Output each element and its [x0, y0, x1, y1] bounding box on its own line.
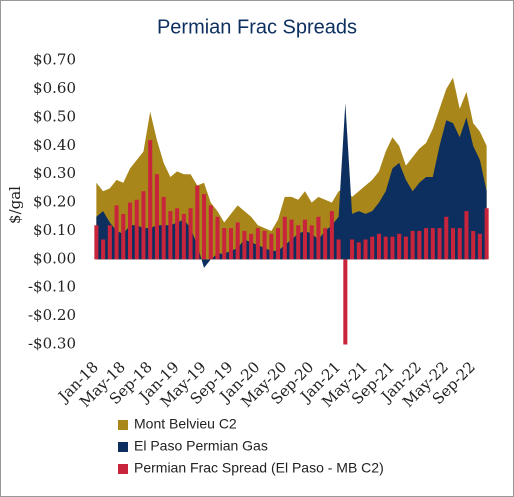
bar [316, 216, 321, 260]
bar [370, 236, 375, 260]
bar [276, 228, 281, 260]
legend-swatch [118, 442, 128, 452]
legend-swatch [118, 420, 128, 430]
bar [249, 233, 254, 260]
bar [477, 233, 482, 260]
bar [121, 213, 126, 260]
bar [302, 219, 307, 260]
chart-title: Permian Frac Spreads [157, 16, 357, 38]
bar [222, 228, 227, 260]
bar [296, 225, 301, 260]
bar [282, 216, 287, 260]
bar [329, 211, 334, 260]
bar [376, 233, 381, 260]
bar [141, 191, 146, 260]
bar [309, 225, 314, 260]
bar [262, 230, 267, 260]
bar [410, 230, 415, 260]
y-tick-label: $0.40 [33, 136, 76, 154]
y-tick-label: $0.50 [33, 107, 76, 125]
y-tick-label: -$0.10 [28, 278, 76, 296]
bar [403, 236, 408, 260]
y-tick-label: $0.20 [33, 193, 76, 211]
bar [228, 228, 233, 260]
legend-label: Permian Frac Spread (El Paso - MB C2) [134, 460, 384, 476]
bar [430, 228, 435, 260]
bar [444, 216, 449, 260]
bar [235, 222, 240, 260]
bar [127, 202, 133, 260]
legend-label: Mont Belvieu C2 [134, 416, 237, 432]
bar [168, 211, 173, 260]
bar [148, 140, 153, 260]
bar [363, 239, 368, 260]
bar [450, 228, 456, 260]
y-tick-label: $0.60 [33, 79, 76, 97]
bar [94, 225, 99, 260]
bar [457, 228, 462, 260]
bar [107, 225, 112, 260]
y-tick-label: $0.10 [33, 221, 76, 239]
bar [471, 230, 476, 260]
y-tick-label: $0.30 [33, 164, 76, 182]
bar [437, 228, 442, 260]
bar [269, 233, 274, 260]
bar [356, 242, 361, 260]
bar [323, 228, 328, 260]
y-tick-label: $0.00 [33, 249, 76, 267]
bar [181, 213, 186, 260]
bar [101, 239, 106, 260]
bar [195, 185, 200, 260]
bar [390, 236, 395, 260]
bar [215, 216, 220, 260]
legend-label: El Paso Permian Gas [134, 438, 268, 454]
bar [417, 230, 422, 260]
y-tick-label: $0.70 [33, 51, 76, 69]
y-axis-label: $/gal [6, 186, 24, 224]
bar [154, 174, 159, 260]
bar [397, 233, 402, 260]
bar [208, 205, 213, 260]
bar [134, 199, 139, 260]
bar [464, 211, 469, 260]
y-tick-label: -$0.30 [28, 334, 76, 352]
bar [343, 259, 348, 345]
bar [383, 236, 388, 260]
bar [484, 208, 489, 260]
bar [350, 239, 355, 260]
bar [188, 208, 193, 260]
bar [424, 228, 429, 260]
bar [114, 205, 119, 260]
bar [175, 208, 180, 260]
y-tick-label: -$0.20 [28, 306, 76, 324]
bar [255, 228, 260, 260]
bar [242, 230, 247, 260]
legend-swatch [118, 464, 128, 474]
bar [161, 196, 166, 260]
bar [336, 239, 341, 260]
bar [289, 219, 294, 260]
bar [202, 194, 207, 260]
area [96, 103, 487, 268]
